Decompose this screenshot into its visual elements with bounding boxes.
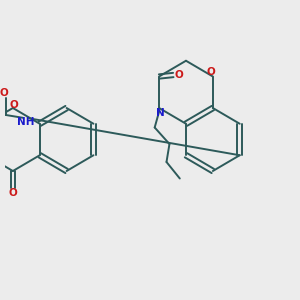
Text: O: O xyxy=(174,70,183,80)
Text: O: O xyxy=(0,88,9,98)
Text: N: N xyxy=(156,108,164,118)
Text: O: O xyxy=(8,188,17,198)
Text: NH: NH xyxy=(17,117,34,127)
Text: O: O xyxy=(207,67,216,77)
Text: O: O xyxy=(9,100,18,110)
